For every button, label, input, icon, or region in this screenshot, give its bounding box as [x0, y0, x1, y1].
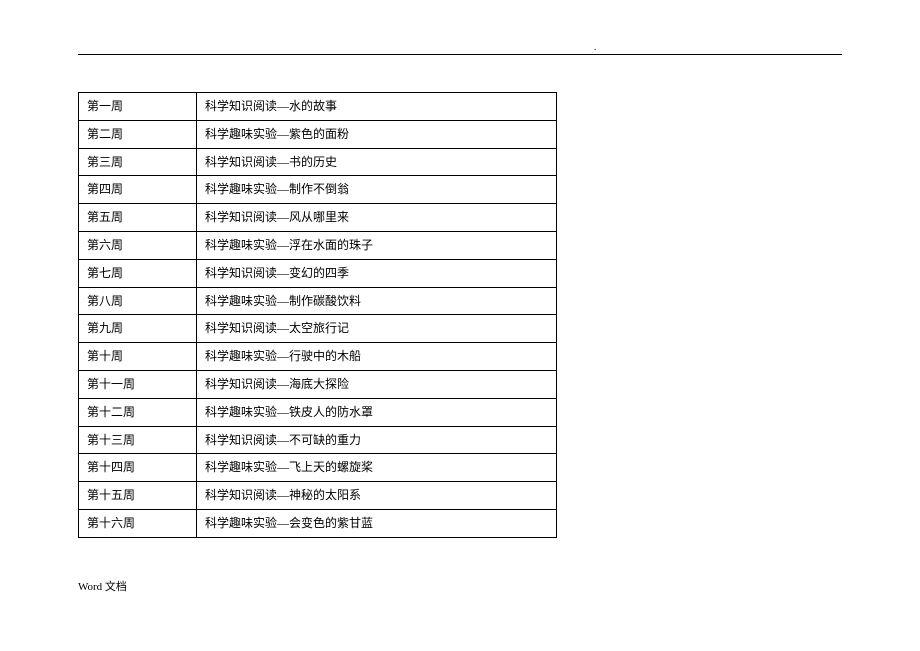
- week-cell: 第十四周: [79, 454, 197, 482]
- table-row: 第八周科学趣味实验—制作碳酸饮料: [79, 287, 557, 315]
- table-row: 第三周科学知识阅读—书的历史: [79, 148, 557, 176]
- week-cell: 第十三周: [79, 426, 197, 454]
- content-cell: 科学知识阅读—不可缺的重力: [197, 426, 557, 454]
- week-cell: 第一周: [79, 93, 197, 121]
- header-mark: .: [594, 42, 596, 52]
- table-row: 第十五周科学知识阅读—神秘的太阳系: [79, 482, 557, 510]
- table-row: 第十六周科学趣味实验—会变色的紫甘蓝: [79, 509, 557, 537]
- content-cell: 科学趣味实验—铁皮人的防水罩: [197, 398, 557, 426]
- content-cell: 科学趣味实验—行驶中的木船: [197, 343, 557, 371]
- week-cell: 第十六周: [79, 509, 197, 537]
- table-row: 第十三周科学知识阅读—不可缺的重力: [79, 426, 557, 454]
- content-cell: 科学知识阅读—风从哪里来: [197, 204, 557, 232]
- table-row: 第一周科学知识阅读—水的故事: [79, 93, 557, 121]
- content-cell: 科学知识阅读—神秘的太阳系: [197, 482, 557, 510]
- week-cell: 第二周: [79, 120, 197, 148]
- content-cell: 科学趣味实验—制作碳酸饮料: [197, 287, 557, 315]
- footer-text: Word 文档: [78, 578, 127, 594]
- table-row: 第四周科学趣味实验—制作不倒翁: [79, 176, 557, 204]
- week-cell: 第五周: [79, 204, 197, 232]
- schedule-table: 第一周科学知识阅读—水的故事 第二周科学趣味实验—紫色的面粉 第三周科学知识阅读…: [78, 92, 557, 538]
- table-row: 第六周科学趣味实验—浮在水面的珠子: [79, 231, 557, 259]
- header-rule: [78, 54, 842, 55]
- content-cell: 科学趣味实验—飞上天的螺旋桨: [197, 454, 557, 482]
- week-cell: 第六周: [79, 231, 197, 259]
- table-row: 第十周科学趣味实验—行驶中的木船: [79, 343, 557, 371]
- week-cell: 第十五周: [79, 482, 197, 510]
- table-row: 第九周科学知识阅读—太空旅行记: [79, 315, 557, 343]
- week-cell: 第九周: [79, 315, 197, 343]
- table-row: 第五周科学知识阅读—风从哪里来: [79, 204, 557, 232]
- content-cell: 科学趣味实验—会变色的紫甘蓝: [197, 509, 557, 537]
- content-cell: 科学知识阅读—变幻的四季: [197, 259, 557, 287]
- week-cell: 第八周: [79, 287, 197, 315]
- week-cell: 第七周: [79, 259, 197, 287]
- table-row: 第十四周科学趣味实验—飞上天的螺旋桨: [79, 454, 557, 482]
- week-cell: 第十一周: [79, 370, 197, 398]
- table-row: 第十二周科学趣味实验—铁皮人的防水罩: [79, 398, 557, 426]
- table-row: 第十一周科学知识阅读—海底大探险: [79, 370, 557, 398]
- week-cell: 第十二周: [79, 398, 197, 426]
- content-cell: 科学知识阅读—水的故事: [197, 93, 557, 121]
- content-cell: 科学知识阅读—书的历史: [197, 148, 557, 176]
- content-cell: 科学趣味实验—制作不倒翁: [197, 176, 557, 204]
- week-cell: 第四周: [79, 176, 197, 204]
- week-cell: 第十周: [79, 343, 197, 371]
- content-cell: 科学知识阅读—海底大探险: [197, 370, 557, 398]
- table-row: 第二周科学趣味实验—紫色的面粉: [79, 120, 557, 148]
- content-cell: 科学趣味实验—浮在水面的珠子: [197, 231, 557, 259]
- table-row: 第七周科学知识阅读—变幻的四季: [79, 259, 557, 287]
- content-cell: 科学趣味实验—紫色的面粉: [197, 120, 557, 148]
- week-cell: 第三周: [79, 148, 197, 176]
- content-cell: 科学知识阅读—太空旅行记: [197, 315, 557, 343]
- schedule-table-body: 第一周科学知识阅读—水的故事 第二周科学趣味实验—紫色的面粉 第三周科学知识阅读…: [79, 93, 557, 538]
